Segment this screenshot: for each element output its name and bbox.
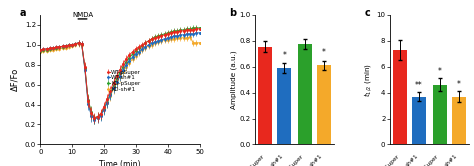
Text: sh#1: sh#1 [310,154,324,166]
Text: b: b [229,8,237,18]
Y-axis label: Amplitude (a.u.): Amplitude (a.u.) [230,50,237,109]
Text: a: a [19,8,26,18]
Bar [298,44,312,144]
Y-axis label: ΔF/Fo: ΔF/Fo [10,68,19,91]
Bar [433,85,447,144]
Y-axis label: $t_{1/2}$ (min): $t_{1/2}$ (min) [362,63,374,97]
Bar [452,96,465,144]
Text: *: * [457,80,461,89]
Text: *: * [322,48,326,57]
Text: c: c [364,8,370,18]
Text: sh#1: sh#1 [270,154,284,166]
Bar [277,68,291,144]
Text: pSuper: pSuper [421,154,440,166]
Legend: WT-pSuper, WT-sh#1, KO-pSuper, KO-sh#1: WT-pSuper, WT-sh#1, KO-pSuper, KO-sh#1 [107,70,141,92]
X-axis label: Time (min): Time (min) [99,160,141,166]
Text: sh#1: sh#1 [444,154,459,166]
Text: pSuper: pSuper [246,154,265,166]
Bar [258,47,272,144]
Text: pSuper: pSuper [382,154,400,166]
Bar [412,96,426,144]
Text: *: * [282,51,286,60]
Bar [393,50,407,144]
Text: NMDA: NMDA [72,12,93,18]
Text: *: * [438,67,442,76]
Text: sh#1: sh#1 [404,154,419,166]
Bar [317,65,331,144]
Text: pSuper: pSuper [286,154,305,166]
Text: **: ** [415,81,423,90]
